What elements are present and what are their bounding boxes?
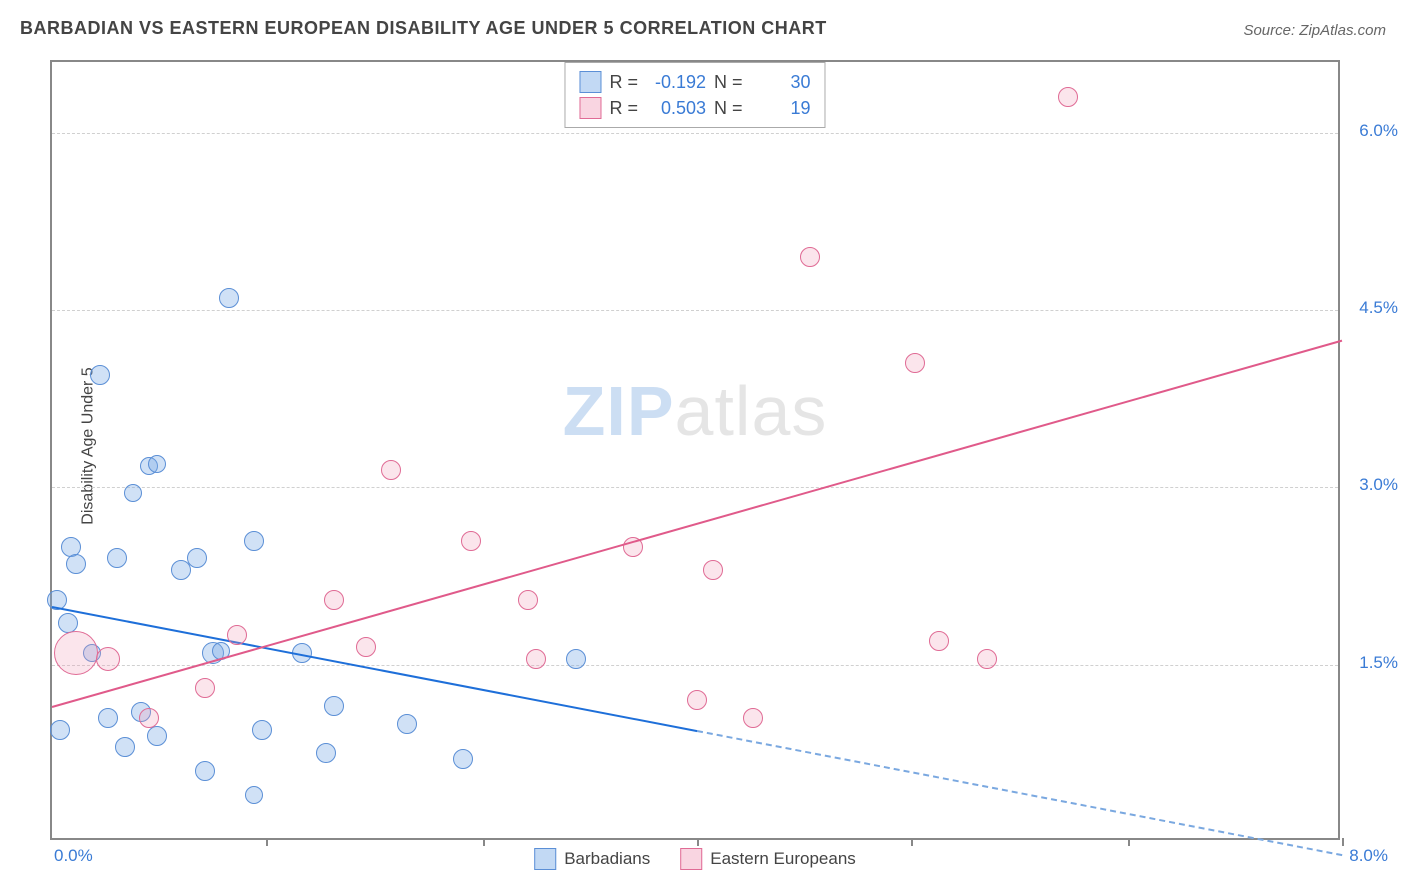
x-tick-mark <box>266 838 268 846</box>
scatter-point <box>687 690 707 710</box>
gridline-h <box>52 310 1338 311</box>
legend-item-blue: Barbadians <box>534 848 650 870</box>
plot-area: ZIPatlas R = -0.192 N = 30 R = 0.503 N =… <box>50 60 1340 840</box>
scatter-point <box>316 743 336 763</box>
scatter-point <box>526 649 546 669</box>
x-tick-min: 0.0% <box>54 846 93 866</box>
x-tick-max: 8.0% <box>1349 846 1388 866</box>
scatter-point <box>107 548 127 568</box>
scatter-point <box>977 649 997 669</box>
scatter-point <box>54 631 98 675</box>
swatch-pink-icon <box>680 848 702 870</box>
scatter-point <box>66 554 86 574</box>
legend-label-blue: Barbadians <box>564 849 650 869</box>
scatter-point <box>397 714 417 734</box>
gridline-h <box>52 665 1338 666</box>
y-tick-label: 3.0% <box>1359 475 1398 495</box>
source-attribution: Source: ZipAtlas.com <box>1243 22 1386 39</box>
x-tick-mark <box>483 838 485 846</box>
scatter-point <box>219 288 239 308</box>
stats-box: R = -0.192 N = 30 R = 0.503 N = 19 <box>564 62 825 128</box>
scatter-point <box>800 247 820 267</box>
watermark: ZIPatlas <box>563 371 828 451</box>
scatter-point <box>356 637 376 657</box>
x-tick-mark <box>911 838 913 846</box>
y-tick-label: 6.0% <box>1359 121 1398 141</box>
r-label: R = <box>609 72 638 93</box>
scatter-point <box>115 737 135 757</box>
gridline-h <box>52 487 1338 488</box>
scatter-point <box>96 647 120 671</box>
stats-row-blue: R = -0.192 N = 30 <box>579 69 810 95</box>
scatter-point <box>147 726 167 746</box>
y-tick-label: 1.5% <box>1359 653 1398 673</box>
scatter-point <box>324 696 344 716</box>
scatter-point <box>90 365 110 385</box>
scatter-point <box>195 761 215 781</box>
scatter-point <box>929 631 949 651</box>
swatch-pink-icon <box>579 97 601 119</box>
scatter-point <box>743 708 763 728</box>
n-value-blue: 30 <box>751 72 811 93</box>
n-value-pink: 19 <box>751 98 811 119</box>
scatter-point <box>381 460 401 480</box>
x-tick-mark <box>697 838 699 846</box>
scatter-point <box>244 531 264 551</box>
scatter-point <box>518 590 538 610</box>
scatter-point <box>453 749 473 769</box>
scatter-point <box>98 708 118 728</box>
swatch-blue-icon <box>534 848 556 870</box>
scatter-point <box>703 560 723 580</box>
scatter-point <box>227 625 247 645</box>
scatter-point <box>905 353 925 373</box>
scatter-point <box>245 786 263 804</box>
scatter-point <box>566 649 586 669</box>
scatter-point <box>195 678 215 698</box>
scatter-point <box>1058 87 1078 107</box>
gridline-h <box>52 133 1338 134</box>
legend-label-pink: Eastern Europeans <box>710 849 856 869</box>
swatch-blue-icon <box>579 71 601 93</box>
legend-item-pink: Eastern Europeans <box>680 848 856 870</box>
scatter-point <box>324 590 344 610</box>
correlation-chart: BARBADIAN VS EASTERN EUROPEAN DISABILITY… <box>0 0 1406 892</box>
x-tick-mark <box>1342 838 1344 846</box>
legend: Barbadians Eastern Europeans <box>534 848 856 870</box>
n-label: N = <box>714 72 743 93</box>
chart-title: BARBADIAN VS EASTERN EUROPEAN DISABILITY… <box>20 18 827 39</box>
r-value-blue: -0.192 <box>646 72 706 93</box>
scatter-point <box>148 455 166 473</box>
scatter-point <box>139 708 159 728</box>
y-tick-label: 4.5% <box>1359 298 1398 318</box>
r-label: R = <box>609 98 638 119</box>
scatter-point <box>124 484 142 502</box>
n-label: N = <box>714 98 743 119</box>
trend-line <box>697 730 1342 856</box>
scatter-point <box>461 531 481 551</box>
x-tick-mark <box>1128 838 1130 846</box>
watermark-zip: ZIP <box>563 372 675 450</box>
stats-row-pink: R = 0.503 N = 19 <box>579 95 810 121</box>
scatter-point <box>187 548 207 568</box>
r-value-pink: 0.503 <box>646 98 706 119</box>
scatter-point <box>50 720 70 740</box>
watermark-atlas: atlas <box>675 372 828 450</box>
scatter-point <box>252 720 272 740</box>
